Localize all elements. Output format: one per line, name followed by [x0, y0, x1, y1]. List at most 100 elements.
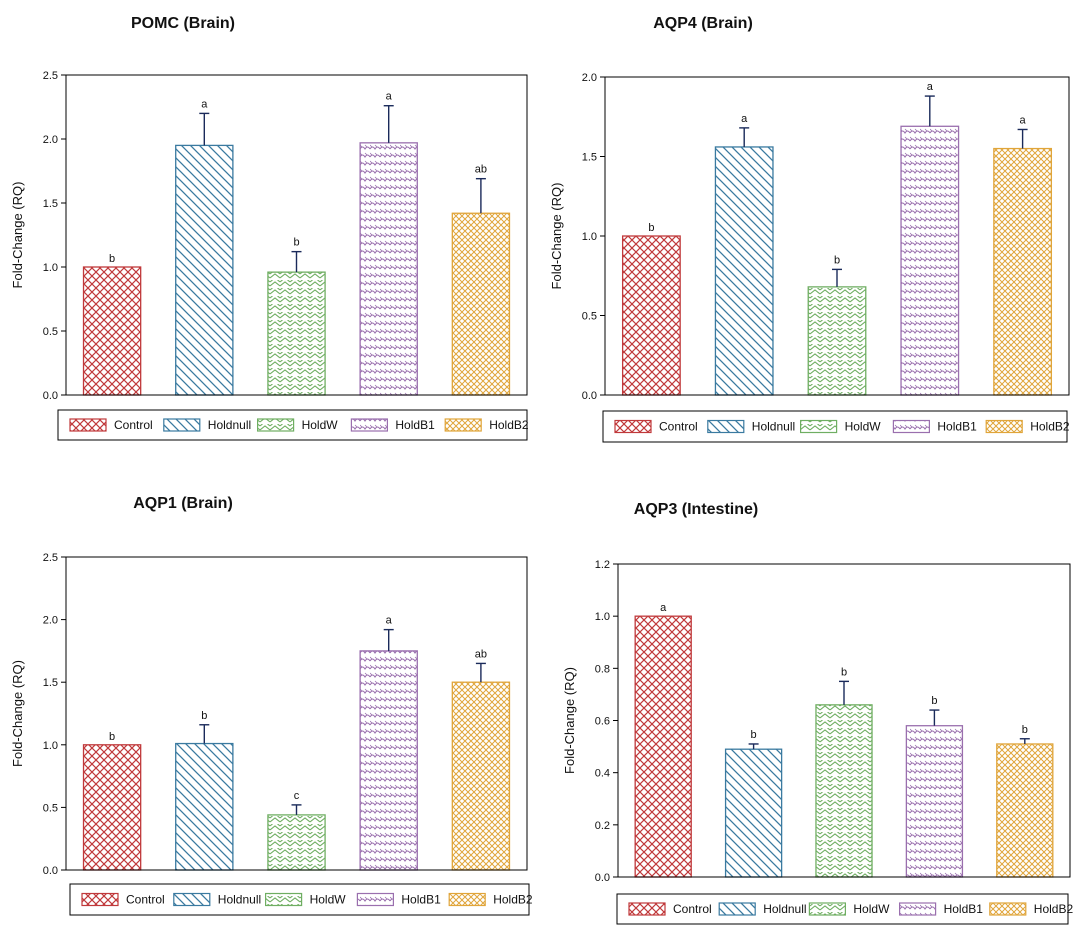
significance-label: b: [841, 666, 847, 678]
legend-swatch-holdnull: [163, 418, 201, 432]
y-tick-label: 1.0: [43, 262, 58, 274]
legend-swatch-holdw: [265, 892, 303, 907]
legend-label: HoldB1: [401, 893, 441, 907]
legend-label: Control: [673, 902, 712, 916]
significance-label: a: [386, 91, 393, 103]
y-tick-label: 0.0: [582, 390, 597, 402]
legend-label: HoldB1: [395, 418, 435, 432]
y-axis-label: Fold-Change (RQ): [10, 660, 25, 767]
legend-label: HoldB2: [493, 893, 533, 907]
bar-holdb2: [451, 681, 511, 871]
significance-label: b: [201, 710, 207, 722]
legend-swatch-holdw: [808, 902, 847, 916]
bar-holdb1: [359, 142, 418, 396]
bar-holdb1: [900, 125, 960, 396]
y-tick-label: 0.6: [595, 716, 610, 728]
plot-frame: [604, 76, 1070, 396]
legend-label: Holdnull: [208, 418, 251, 432]
legend-label: Holdnull: [763, 902, 806, 916]
chart-title: POMC (Brain): [131, 15, 235, 32]
bar-holdb2: [451, 212, 511, 396]
bar-holdw: [815, 704, 873, 878]
legend-label: Control: [126, 893, 165, 907]
significance-label: a: [201, 98, 208, 110]
y-axis-label: Fold-Change (RQ): [10, 182, 25, 289]
y-tick-label: 1.0: [595, 611, 610, 623]
legend-swatch-control: [628, 902, 666, 916]
legend: Control Holdnull HoldW HoldB1 HoldB2: [57, 409, 529, 441]
legend-swatch-holdb2: [989, 902, 1027, 916]
legend-label: HoldB2: [1030, 420, 1070, 434]
plot-frame: [65, 74, 528, 396]
legend: Control Holdnull HoldW HoldB1 HoldB2: [602, 410, 1070, 443]
significance-label: b: [1022, 724, 1028, 736]
y-tick-label: 2.5: [43, 70, 58, 82]
y-tick-label: 0.5: [43, 802, 58, 814]
legend-label: Control: [114, 418, 153, 432]
significance-label: c: [294, 790, 300, 802]
plot-frame: [617, 563, 1071, 878]
y-tick-label: 0.0: [595, 872, 610, 884]
y-tick-label: 0.0: [43, 865, 58, 877]
legend-swatch-holdw: [799, 419, 838, 434]
legend-swatch-control: [69, 418, 107, 432]
legend-swatch-holdb1: [350, 418, 388, 432]
legend-label: Control: [659, 420, 698, 434]
significance-label: b: [109, 731, 115, 743]
y-tick-label: 0.4: [595, 768, 610, 780]
y-tick-label: 1.5: [43, 677, 58, 689]
bar-holdb2: [996, 743, 1054, 878]
significance-label: a: [1020, 114, 1027, 126]
bar-control: [82, 744, 142, 871]
legend-swatch-holdb2: [448, 892, 486, 907]
chart-title: AQP1 (Brain): [133, 495, 233, 512]
y-tick-label: 2.0: [43, 615, 58, 627]
y-tick-label: 1.5: [582, 152, 597, 164]
plot-frame: [65, 556, 528, 871]
significance-label: a: [386, 615, 393, 627]
y-tick-label: 0.5: [582, 311, 597, 323]
legend-swatch-holdb2: [985, 419, 1023, 434]
y-tick-label: 0.5: [43, 326, 58, 338]
legend: Control Holdnull HoldW HoldB1 HoldB2: [616, 893, 1073, 925]
significance-label: b: [834, 254, 840, 266]
significance-label: a: [741, 113, 748, 125]
legend: Control Holdnull HoldW HoldB1 HoldB2: [69, 883, 533, 916]
y-tick-label: 0.0: [43, 390, 58, 402]
bar-holdb1: [359, 650, 418, 871]
y-tick-label: 1.2: [595, 559, 610, 571]
bar-control: [634, 615, 692, 878]
significance-label: b: [293, 237, 299, 249]
bar-holdnull: [714, 146, 774, 396]
chart-panel-2: AQP4 (Brain) 0.0 0.5 1.0 1.5 2.0 Fold-Change (…: [549, 15, 1070, 443]
legend-swatch-holdb1: [356, 892, 394, 907]
bar-holdw: [267, 271, 326, 396]
bar-holdnull: [724, 748, 783, 878]
chart-panel-1: POMC (Brain) 0.0 0.5 1.0 1.5 2.0 2.5 Fold-Chang…: [10, 15, 529, 441]
legend-swatch-holdnull: [173, 892, 211, 907]
legend-swatch-holdb1: [892, 419, 931, 434]
significance-label: a: [660, 602, 667, 614]
bar-control: [82, 266, 142, 396]
legend-swatch-holdnull: [718, 902, 756, 916]
y-tick-label: 0.2: [595, 820, 610, 832]
significance-label: ab: [475, 648, 487, 660]
significance-label: b: [648, 222, 654, 234]
bar-holdb2: [993, 147, 1053, 396]
y-tick-label: 1.0: [43, 740, 58, 752]
legend-label: HoldW: [302, 418, 339, 432]
legend-label: Holdnull: [752, 420, 795, 434]
bar-holdb1: [905, 725, 964, 878]
y-axis-label: Fold-Change (RQ): [562, 667, 577, 774]
chart-panel-3: AQP1 (Brain) 0.0 0.5 1.0 1.5 2.0 2.5 Fold-Chang…: [10, 495, 533, 916]
legend-label: HoldW: [845, 420, 882, 434]
y-axis-label: Fold-Change (RQ): [549, 183, 564, 290]
bar-holdw: [807, 286, 867, 396]
legend-swatch-holdnull: [707, 419, 745, 434]
chart-title: AQP4 (Brain): [653, 15, 753, 32]
y-tick-label: 2.5: [43, 552, 58, 564]
legend-label: HoldW: [310, 893, 347, 907]
significance-label: a: [927, 81, 934, 93]
bar-control: [621, 235, 681, 396]
